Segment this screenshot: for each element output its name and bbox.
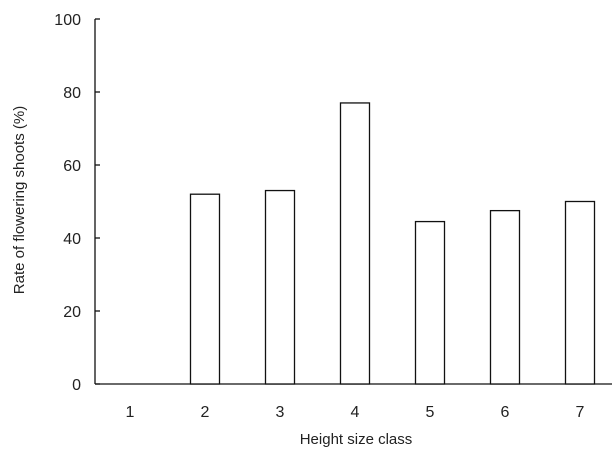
y-axis bbox=[94, 18, 100, 385]
bar-class-5 bbox=[414, 220, 446, 385]
y-tick-label: 60 bbox=[63, 158, 81, 175]
y-tick-label: 0 bbox=[72, 377, 81, 394]
bar-class-2 bbox=[189, 193, 221, 385]
x-tick-label: 5 bbox=[426, 404, 435, 421]
bar-class-4 bbox=[339, 102, 371, 385]
y-tick-label: 20 bbox=[63, 304, 81, 321]
bar-class-7 bbox=[564, 200, 596, 385]
x-tick-label: 6 bbox=[501, 404, 510, 421]
x-tick-label: 1 bbox=[126, 404, 135, 421]
y-axis-title: Rate of flowering shoots (%) bbox=[11, 106, 28, 294]
x-axis-title: Height size class bbox=[300, 431, 413, 448]
x-tick-label: 3 bbox=[276, 404, 285, 421]
y-tick-label: 40 bbox=[63, 231, 81, 248]
bars-group bbox=[189, 102, 596, 385]
x-tick-label: 7 bbox=[576, 404, 585, 421]
x-tick-label: 4 bbox=[351, 404, 360, 421]
y-tick-labels: 0 20 40 60 80 100 bbox=[54, 12, 81, 394]
x-tick-label: 2 bbox=[201, 404, 210, 421]
y-tick-label: 100 bbox=[54, 12, 81, 29]
x-tick-labels: 1 2 3 4 5 6 7 bbox=[126, 404, 585, 421]
bar-class-3 bbox=[264, 189, 296, 385]
bar-class-6 bbox=[489, 209, 521, 385]
y-tick-label: 80 bbox=[63, 85, 81, 102]
